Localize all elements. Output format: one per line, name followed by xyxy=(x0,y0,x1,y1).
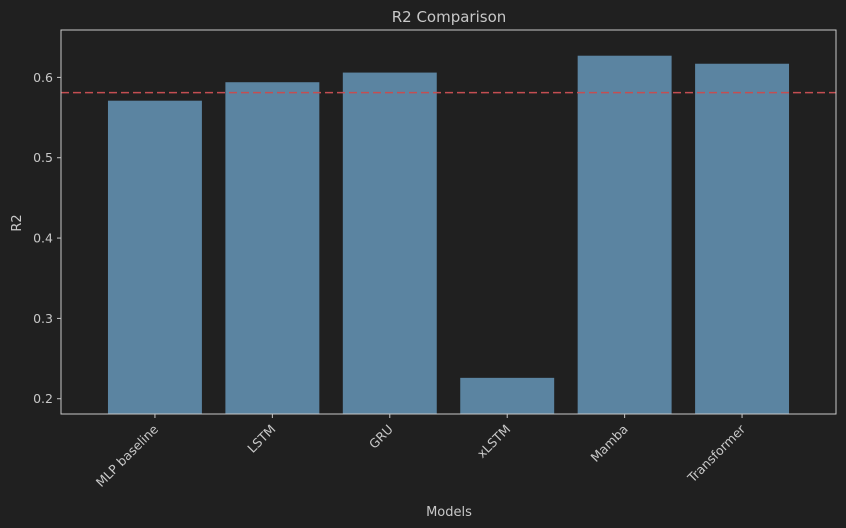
chart-title: R2 Comparison xyxy=(392,8,507,26)
y-axis-label: R2 xyxy=(10,214,25,231)
x-axis-ticks: MLP baseline LSTM GRU xLSTM Mamba Transformer xyxy=(93,414,749,490)
x-tick-label: LSTM xyxy=(244,422,278,456)
bar-lstm xyxy=(225,82,320,414)
y-tick-label: 0.5 xyxy=(33,150,53,165)
y-tick-label: 0.2 xyxy=(33,391,53,406)
bar-group xyxy=(107,55,790,415)
bar-mamba xyxy=(577,55,672,414)
y-tick-label: 0.3 xyxy=(33,311,53,326)
x-tick-label: Transformer xyxy=(684,421,749,486)
plot-frame xyxy=(60,29,837,415)
y-axis-ticks: 0.2 0.3 0.4 0.5 0.6 xyxy=(33,70,61,406)
x-tick-label: GRU xyxy=(366,422,396,452)
x-tick-label: Mamba xyxy=(587,422,630,465)
x-tick-label: xLSTM xyxy=(474,422,513,461)
x-tick-label: MLP baseline xyxy=(93,421,162,490)
bar-transformer xyxy=(695,63,790,414)
bar-gru xyxy=(342,72,437,415)
y-tick-label: 0.6 xyxy=(33,70,53,85)
x-axis-label: Models xyxy=(426,505,472,520)
bar-mlp-baseline xyxy=(107,100,202,415)
bar-xlstm xyxy=(460,377,555,414)
y-tick-label: 0.4 xyxy=(33,231,53,246)
